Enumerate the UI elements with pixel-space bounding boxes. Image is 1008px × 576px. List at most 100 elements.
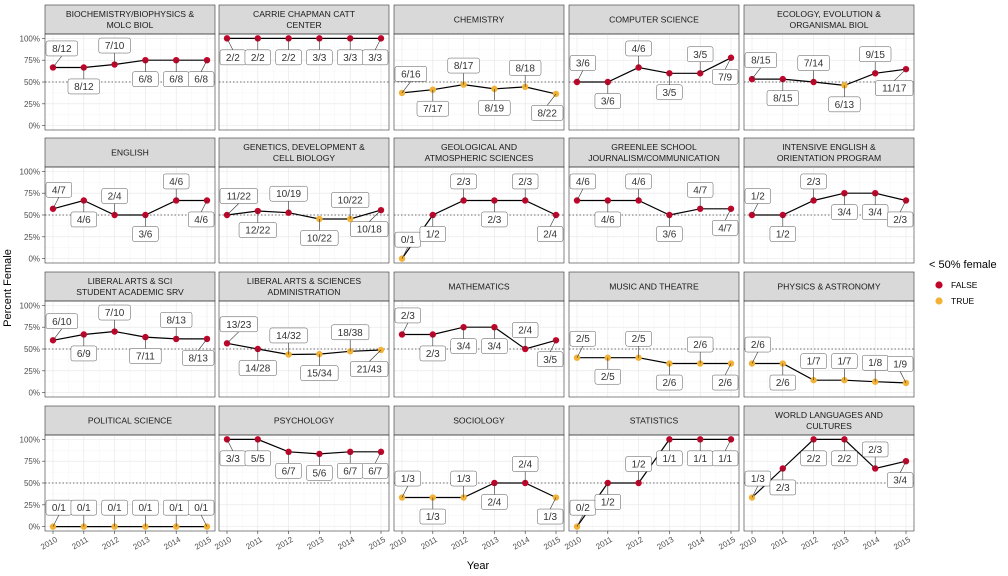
facet-panel: BIOCHEMISTRY/BIOPHYSICS & MOLC BIOL 8/12 8/…	[20, 4, 216, 131]
data-label-box	[238, 222, 277, 238]
data-label-box	[531, 105, 564, 121]
data-label-box	[45, 182, 72, 198]
facet-strip	[393, 137, 565, 168]
facet-panel: POLITICAL SCIENCE 0/1 0/1 0/1 0/1 0/1 0/1 0% 25%…	[20, 405, 216, 552]
data-label-box	[182, 350, 215, 366]
data-label: 2/3	[868, 445, 882, 456]
data-label: 2/2	[226, 53, 240, 64]
x-tick-label: 2010	[39, 535, 59, 552]
data-label: 2/2	[251, 53, 265, 64]
data-label: 3/6	[662, 230, 676, 241]
data-label-box	[101, 499, 128, 516]
facet-title-line: SOCIOLOGY	[453, 416, 505, 426]
panel-border	[218, 33, 390, 131]
facet-panel: ECOLOGY, EVOLUTION & ORGANISMAL BIOL 8/15 8…	[743, 4, 915, 131]
data-label: 2/3	[426, 349, 440, 360]
data-label-box	[800, 450, 827, 467]
data-label-box	[394, 66, 427, 82]
data-label-leader	[576, 515, 584, 527]
facet-title: PSYCHOLOGY	[274, 416, 334, 426]
data-label-box	[244, 49, 271, 66]
facet-title: CHEMISTRY	[454, 15, 505, 25]
data-label: 0/1	[138, 503, 152, 514]
facet-strip	[743, 4, 915, 35]
panel-border	[743, 166, 915, 264]
facet-panel: LIBERAL ARTS & SCIENCES ADMINISTRATION 13/…	[218, 271, 390, 398]
data-label-box	[512, 173, 539, 190]
data-label: 3/3	[312, 53, 326, 64]
data-label-box	[163, 173, 190, 190]
data-label-box	[831, 450, 858, 467]
data-label: 1/2	[601, 498, 615, 509]
data-label-box	[656, 450, 683, 467]
data-point	[316, 350, 323, 358]
data-label-leader	[374, 451, 382, 464]
data-label: 6/9	[77, 349, 91, 360]
facet-panel: WORLD LANGUAGES AND CULTURES 1/3 2/3 2/2 2/2 2…	[738, 405, 915, 552]
series-line	[227, 438, 381, 455]
facet-title: LIBERAL ARTS & SCI STUDENT ACADEMIC SRV	[76, 276, 184, 297]
data-label-box	[331, 324, 370, 341]
data-label-box	[447, 57, 480, 74]
facet-title-line: ADMINISTRATION	[268, 287, 341, 297]
data-label: 14/32	[276, 331, 301, 342]
data-label-box	[350, 361, 389, 377]
data-label: 3/4	[868, 208, 882, 219]
panel-border	[568, 166, 740, 264]
data-label-box	[450, 173, 477, 190]
data-label: 4/7	[52, 185, 66, 196]
data-label: 11/22	[227, 192, 252, 203]
facet-title-line: LIBERAL ARTS & SCI	[88, 276, 173, 286]
facet-panel: GREENLEE SCHOOL JOURNALISM/COMMUNICATION 4…	[568, 137, 740, 264]
data-label: 2/4	[518, 326, 532, 337]
data-label: 14/28	[245, 364, 270, 375]
facet-title-line: JOURNALISM/COMMUNICATION	[588, 153, 720, 163]
data-label: 8/13	[166, 315, 186, 326]
data-label-box	[875, 80, 914, 96]
panel-border	[568, 434, 740, 532]
data-label-leader	[751, 67, 762, 80]
data-label-box	[98, 304, 131, 321]
facet-panel: SOCIOLOGY 1/3 1/3 1/3 2/4 2/4 1/3 2010 2011 2012 2…	[388, 405, 565, 552]
data-label-box	[45, 313, 78, 330]
facet-title: SOCIOLOGY	[453, 416, 505, 426]
facet-panel: PSYCHOLOGY 3/3 5/5 6/7 5/6 6/7 6/7 2010 2011 2012…	[213, 405, 390, 552]
data-label: 8/12	[74, 82, 94, 93]
facet-title-line: MATHEMATICS	[448, 282, 510, 292]
data-label-box	[625, 173, 652, 190]
series-line	[577, 199, 731, 216]
facet-title-line: CARRIE CHAPMAN CATT	[253, 9, 356, 19]
data-label: 3/5	[543, 355, 557, 366]
axis-titles: Year Percent Female	[2, 249, 489, 572]
x-tick-label: 2014	[511, 535, 531, 552]
y-axis-title: Percent Female	[2, 249, 14, 327]
data-point	[429, 494, 436, 501]
panel-border	[393, 166, 565, 264]
data-label: 8/15	[773, 94, 793, 105]
data-label-box	[625, 330, 652, 347]
data-point	[666, 360, 673, 367]
data-label-leader	[52, 515, 60, 527]
data-label-leader	[899, 200, 907, 213]
data-label-box	[687, 182, 714, 198]
x-tick-label: 2013	[131, 535, 151, 552]
data-label: 2/3	[401, 311, 415, 322]
data-label-leader	[899, 461, 907, 473]
data-label: 2/4	[518, 460, 532, 471]
data-label: 0/1	[401, 235, 415, 246]
data-label: 7/14	[804, 59, 824, 70]
data-label-box	[419, 345, 446, 362]
data-label-box	[744, 52, 777, 68]
data-label: 3/4	[893, 476, 907, 487]
data-label: 2/3	[776, 483, 790, 494]
data-label: 2/2	[807, 454, 821, 465]
data-label-box	[887, 211, 914, 228]
data-label: 7/17	[423, 104, 443, 115]
data-label: 1/2	[751, 192, 765, 203]
y-tick-label: 75%	[24, 56, 40, 65]
panel-border	[568, 33, 740, 131]
facet-panel: GEOLOGICAL AND ATMOSPHERIC SCIENCES 0/1 1/2…	[393, 137, 565, 264]
data-label: 0/1	[77, 503, 91, 514]
facet-title: CARRIE CHAPMAN CATT CENTER	[253, 9, 356, 30]
data-label-leader	[52, 197, 60, 209]
